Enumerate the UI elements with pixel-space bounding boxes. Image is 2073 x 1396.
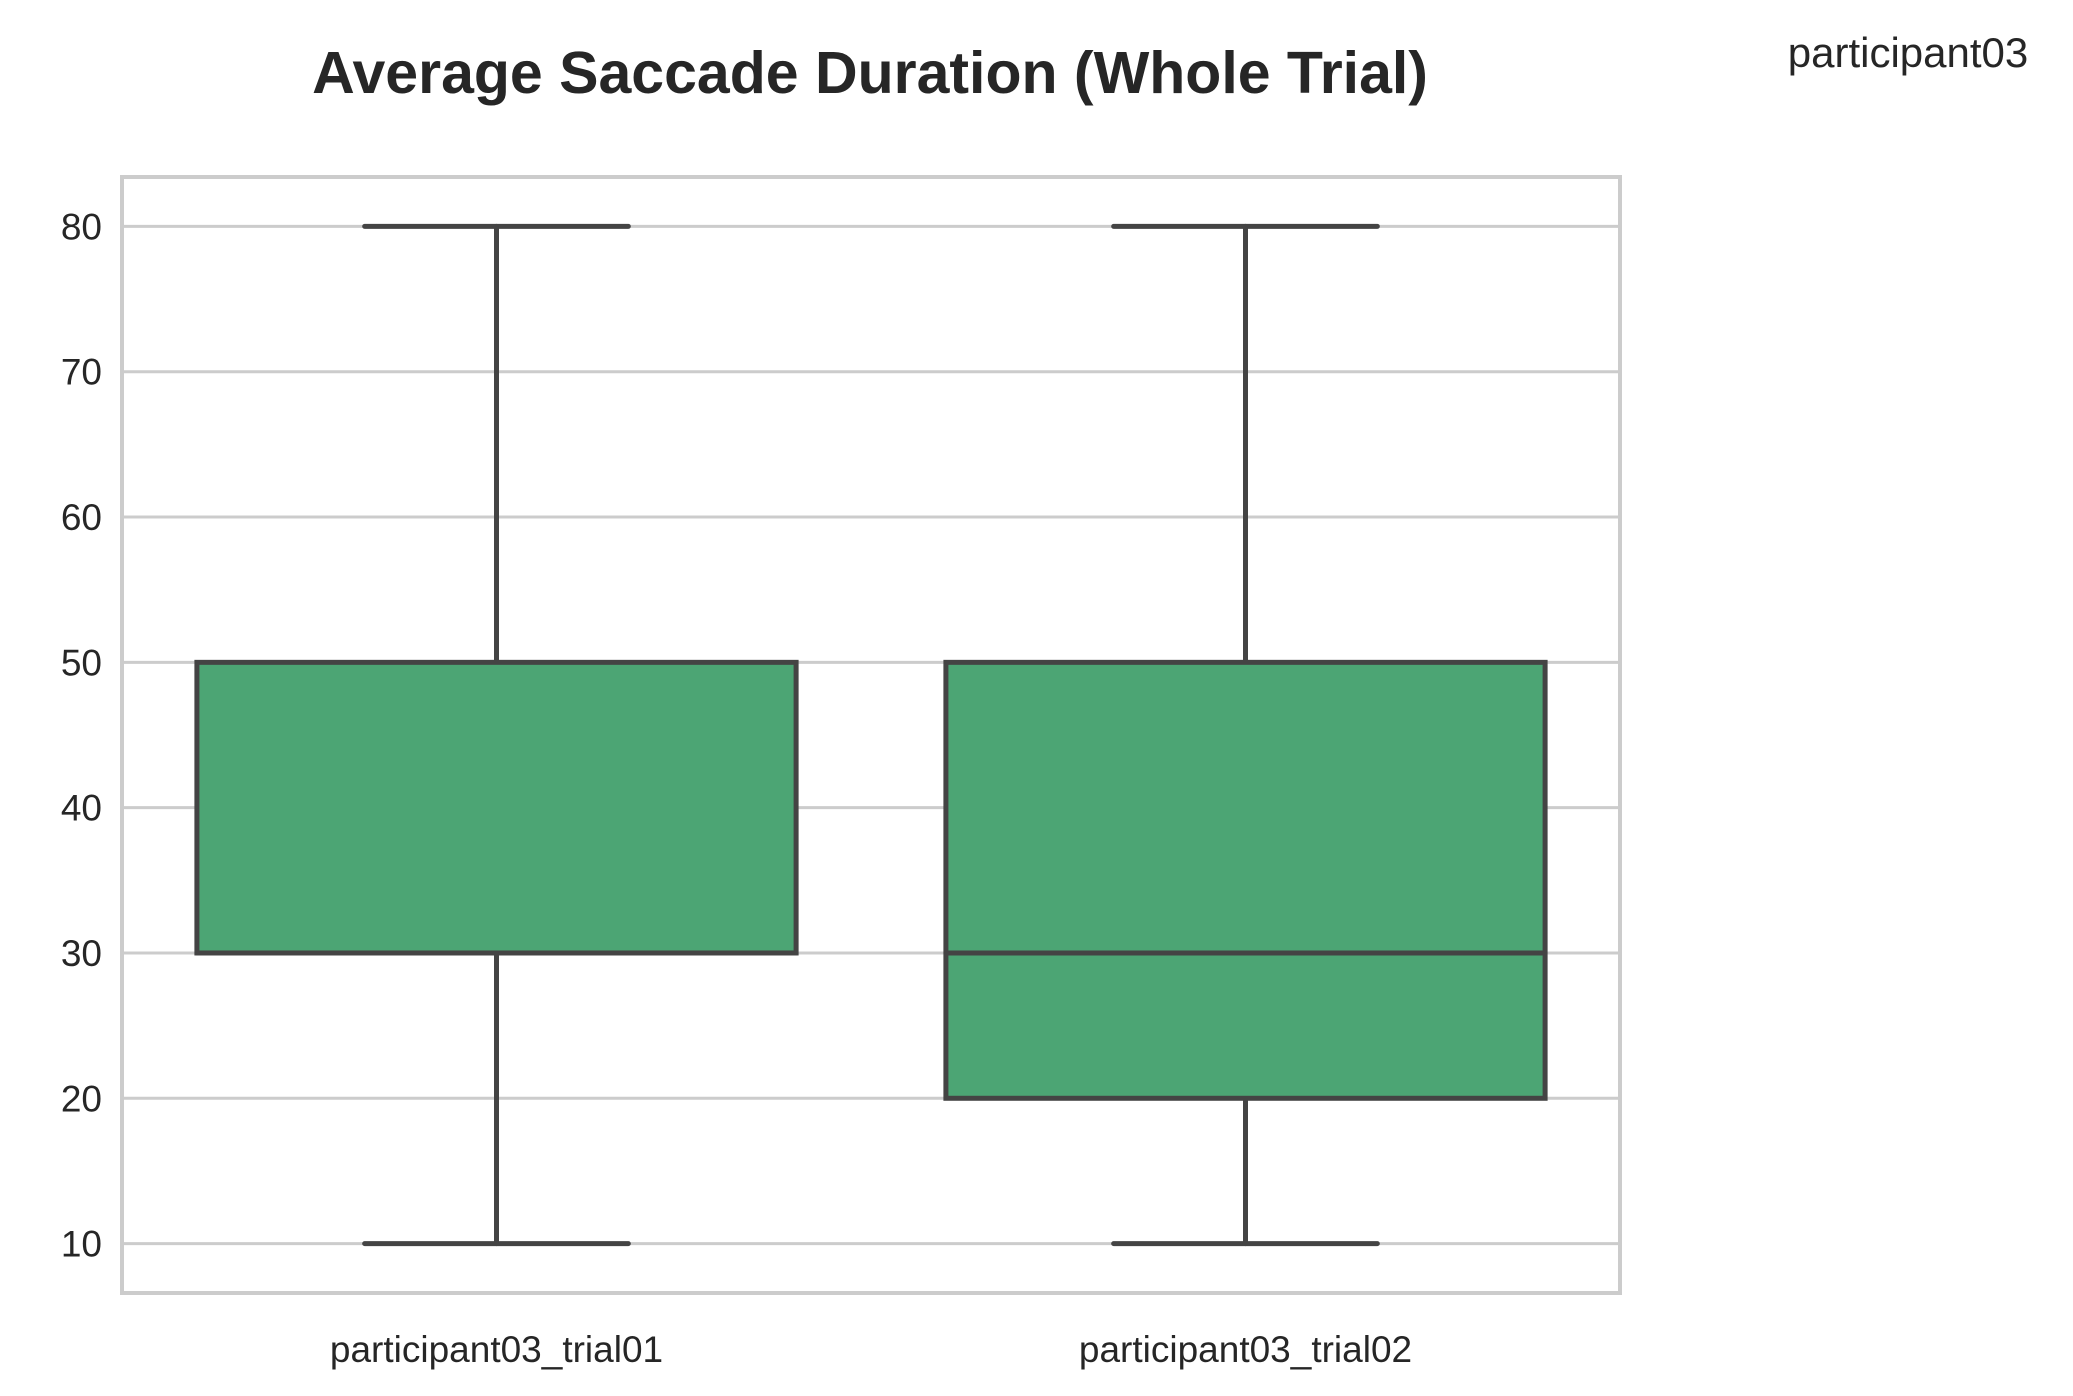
y-tick-label: 30 bbox=[61, 933, 102, 974]
y-tick-label: 50 bbox=[61, 642, 102, 683]
plot-frame bbox=[120, 175, 1622, 1295]
box-plots bbox=[194, 223, 1548, 1247]
iqr-box bbox=[194, 659, 799, 956]
x-tick-label: participant03_trial01 bbox=[330, 1329, 663, 1370]
y-tick-label: 80 bbox=[61, 206, 102, 247]
iqr-box bbox=[943, 659, 1548, 1101]
chart-title: Average Saccade Duration (Whole Trial) bbox=[312, 40, 1428, 106]
x-tick-label: participant03_trial02 bbox=[1079, 1329, 1412, 1370]
y-tick-label: 40 bbox=[61, 788, 102, 829]
x-axis-ticks: participant03_trial01 participant03_trial… bbox=[330, 1329, 1412, 1370]
y-tick-label: 60 bbox=[61, 497, 102, 538]
y-tick-label: 70 bbox=[61, 352, 102, 393]
y-tick-label: 10 bbox=[61, 1224, 102, 1265]
participant-label: participant03 bbox=[1788, 29, 2029, 76]
y-tick-label: 20 bbox=[61, 1078, 102, 1119]
box-group-1 bbox=[194, 223, 799, 1247]
box-group-2 bbox=[943, 223, 1548, 1247]
y-axis-ticks: 10 20 30 40 50 60 70 80 bbox=[61, 206, 102, 1264]
